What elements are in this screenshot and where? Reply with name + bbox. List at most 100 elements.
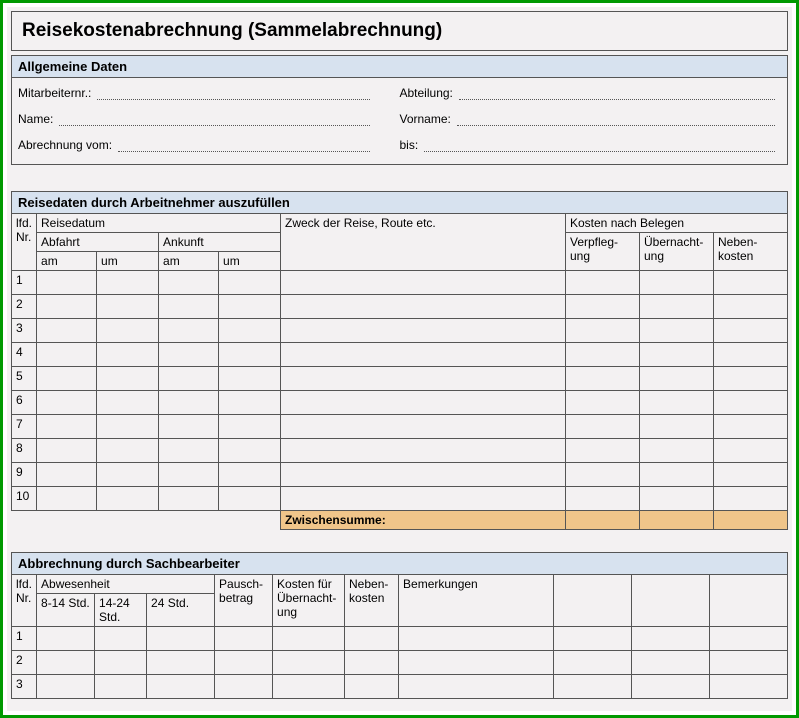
data-cell[interactable] <box>37 651 95 675</box>
data-cell[interactable] <box>37 439 97 463</box>
data-cell[interactable] <box>147 651 215 675</box>
data-cell[interactable] <box>219 439 281 463</box>
data-cell[interactable] <box>281 391 566 415</box>
blank-name[interactable] <box>59 125 369 126</box>
blank-vorname[interactable] <box>457 125 775 126</box>
data-cell[interactable] <box>215 675 273 699</box>
data-cell[interactable] <box>159 319 219 343</box>
blank-abteilung[interactable] <box>459 99 775 100</box>
data-cell[interactable] <box>281 415 566 439</box>
data-cell[interactable] <box>566 415 640 439</box>
data-cell[interactable] <box>37 487 97 511</box>
data-cell[interactable] <box>281 367 566 391</box>
data-cell[interactable] <box>97 487 159 511</box>
blank-mitarbeiternr[interactable] <box>97 99 369 100</box>
data-cell[interactable] <box>714 367 788 391</box>
data-cell[interactable] <box>37 271 97 295</box>
data-cell[interactable] <box>714 391 788 415</box>
data-cell[interactable] <box>147 675 215 699</box>
data-cell[interactable] <box>97 343 159 367</box>
data-cell[interactable] <box>97 271 159 295</box>
data-cell[interactable] <box>37 343 97 367</box>
blank-bis[interactable] <box>424 151 775 152</box>
data-cell[interactable] <box>273 675 345 699</box>
data-cell[interactable] <box>566 367 640 391</box>
data-cell[interactable] <box>37 295 97 319</box>
data-cell[interactable] <box>640 271 714 295</box>
data-cell[interactable] <box>97 295 159 319</box>
data-cell[interactable] <box>219 319 281 343</box>
data-cell[interactable] <box>219 271 281 295</box>
blank-abrechnung-vom[interactable] <box>118 151 369 152</box>
data-cell[interactable] <box>37 463 97 487</box>
data-cell[interactable] <box>566 319 640 343</box>
data-cell[interactable] <box>399 627 554 651</box>
data-cell[interactable] <box>281 463 566 487</box>
data-cell[interactable] <box>215 651 273 675</box>
data-cell[interactable] <box>640 367 714 391</box>
data-cell[interactable] <box>714 271 788 295</box>
data-cell[interactable] <box>714 295 788 319</box>
data-cell[interactable] <box>640 319 714 343</box>
data-cell[interactable] <box>640 391 714 415</box>
data-cell[interactable] <box>147 627 215 651</box>
data-cell[interactable] <box>37 367 97 391</box>
data-cell[interactable] <box>97 439 159 463</box>
data-cell[interactable] <box>159 439 219 463</box>
data-cell[interactable] <box>37 675 95 699</box>
data-cell[interactable] <box>219 415 281 439</box>
data-cell[interactable] <box>640 439 714 463</box>
data-cell[interactable] <box>37 391 97 415</box>
data-cell[interactable] <box>640 463 714 487</box>
data-cell[interactable] <box>97 463 159 487</box>
data-cell[interactable] <box>399 651 554 675</box>
data-cell[interactable] <box>640 415 714 439</box>
data-cell[interactable] <box>281 487 566 511</box>
data-cell[interactable] <box>554 675 632 699</box>
data-cell[interactable] <box>159 487 219 511</box>
data-cell[interactable] <box>566 295 640 319</box>
data-cell[interactable] <box>37 415 97 439</box>
data-cell[interactable] <box>566 487 640 511</box>
data-cell[interactable] <box>95 675 147 699</box>
data-cell[interactable] <box>714 415 788 439</box>
data-cell[interactable] <box>632 675 710 699</box>
subtotal-nebenkosten[interactable] <box>714 511 788 530</box>
data-cell[interactable] <box>159 391 219 415</box>
data-cell[interactable] <box>566 271 640 295</box>
data-cell[interactable] <box>95 651 147 675</box>
data-cell[interactable] <box>37 627 95 651</box>
data-cell[interactable] <box>281 295 566 319</box>
data-cell[interactable] <box>219 367 281 391</box>
data-cell[interactable] <box>640 343 714 367</box>
data-cell[interactable] <box>632 627 710 651</box>
data-cell[interactable] <box>632 651 710 675</box>
subtotal-verpflegung[interactable] <box>566 511 640 530</box>
data-cell[interactable] <box>714 487 788 511</box>
data-cell[interactable] <box>97 391 159 415</box>
data-cell[interactable] <box>640 487 714 511</box>
data-cell[interactable] <box>714 319 788 343</box>
data-cell[interactable] <box>219 343 281 367</box>
data-cell[interactable] <box>281 343 566 367</box>
data-cell[interactable] <box>281 439 566 463</box>
data-cell[interactable] <box>566 343 640 367</box>
data-cell[interactable] <box>281 271 566 295</box>
data-cell[interactable] <box>37 319 97 343</box>
data-cell[interactable] <box>97 415 159 439</box>
data-cell[interactable] <box>345 675 399 699</box>
data-cell[interactable] <box>159 343 219 367</box>
data-cell[interactable] <box>159 367 219 391</box>
data-cell[interactable] <box>219 487 281 511</box>
data-cell[interactable] <box>219 463 281 487</box>
data-cell[interactable] <box>97 319 159 343</box>
data-cell[interactable] <box>219 295 281 319</box>
subtotal-uebernachtung[interactable] <box>640 511 714 530</box>
data-cell[interactable] <box>640 295 714 319</box>
data-cell[interactable] <box>554 627 632 651</box>
data-cell[interactable] <box>281 319 566 343</box>
data-cell[interactable] <box>714 343 788 367</box>
data-cell[interactable] <box>714 463 788 487</box>
data-cell[interactable] <box>714 439 788 463</box>
data-cell[interactable] <box>159 271 219 295</box>
